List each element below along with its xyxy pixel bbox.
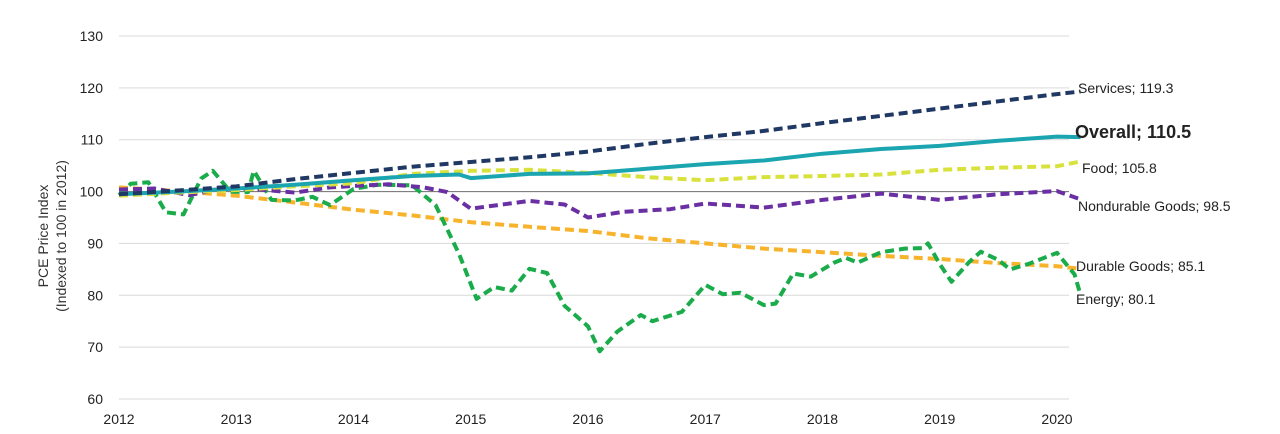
x-tick-label: 2017: [690, 411, 721, 427]
x-tick-label: 2016: [572, 411, 603, 427]
x-tick-label: 2013: [221, 411, 252, 427]
y-tick-label: 130: [80, 28, 104, 44]
series-line-food: [118, 159, 1081, 198]
grid-layer: [119, 35, 1069, 400]
end-label-energy: Energy; 80.1: [1076, 291, 1156, 307]
y-tick-label: 70: [87, 339, 103, 355]
end-label-nondurable: Nondurable Goods; 98.5: [1078, 198, 1231, 214]
x-tick-label: 2012: [103, 411, 134, 427]
end-label-durable: Durable Goods; 85.1: [1076, 258, 1205, 274]
x-tick-label: 2014: [338, 411, 369, 427]
x-tick-label: 2018: [807, 411, 838, 427]
x-tick-label: 2020: [1041, 411, 1072, 427]
series-line-durable: [118, 185, 1081, 271]
y-tick-label: 90: [87, 235, 103, 251]
end-label-overall: Overall; 110.5: [1075, 122, 1191, 142]
y-tick-label: 80: [87, 287, 103, 303]
y-axis-title-line-1: PCE Price Index: [35, 185, 51, 288]
y-axis-title-line-2: (Indexed to 100 in 2012): [53, 160, 69, 312]
series-layer: [117, 89, 1083, 354]
y-tick-label: 120: [80, 80, 104, 96]
x-tick-label: 2019: [924, 411, 955, 427]
y-tick-label: 110: [81, 132, 104, 148]
series-line-overall: [118, 134, 1081, 197]
x-axis: 2012 2013 2014 2015 2016 2017 2018 2019 2020: [103, 411, 1072, 427]
y-tick-label: 60: [87, 391, 103, 407]
end-label-food: Food; 105.8: [1082, 160, 1157, 176]
series-line-services: [118, 89, 1081, 197]
y-tick-label: 100: [80, 184, 104, 200]
y-axis: 60 70 80 90 100 110 120 130: [80, 28, 104, 407]
end-labels: Services; 119.3 Overall; 110.5 Food; 105.8…: [1075, 80, 1231, 307]
x-tick-label: 2015: [455, 411, 486, 427]
series-line-energy: [117, 168, 1083, 354]
end-label-services: Services; 119.3: [1078, 80, 1174, 96]
